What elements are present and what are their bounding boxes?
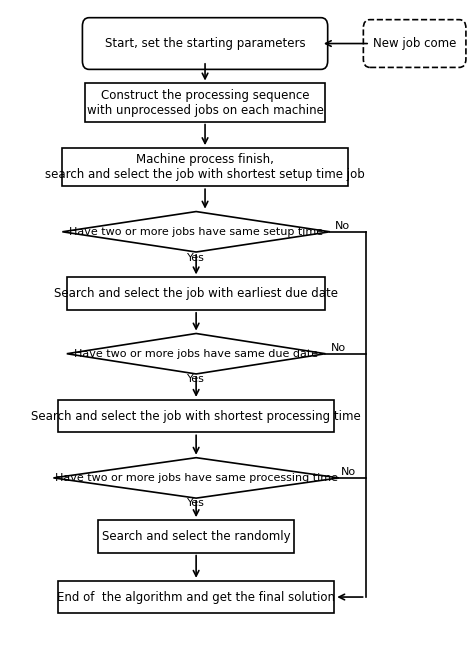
Text: Search and select the job with earliest due date: Search and select the job with earliest … <box>54 287 338 300</box>
Text: Machine process finish,
search and select the job with shortest setup time job: Machine process finish, search and selec… <box>45 153 365 181</box>
Text: No: No <box>335 221 350 231</box>
Polygon shape <box>67 334 326 374</box>
Polygon shape <box>63 212 330 252</box>
FancyBboxPatch shape <box>82 18 328 69</box>
Text: No: No <box>341 467 356 477</box>
Text: New job come: New job come <box>373 37 456 50</box>
Text: Start, set the starting parameters: Start, set the starting parameters <box>105 37 305 50</box>
Bar <box>98 520 294 553</box>
Text: Have two or more jobs have same due date: Have two or more jobs have same due date <box>74 349 318 359</box>
Polygon shape <box>54 458 339 498</box>
Text: Search and select the randomly: Search and select the randomly <box>102 530 291 543</box>
Bar <box>67 277 326 310</box>
Text: Yes: Yes <box>187 498 205 508</box>
FancyBboxPatch shape <box>364 19 466 67</box>
Text: Yes: Yes <box>187 253 205 263</box>
Bar <box>85 84 326 121</box>
Text: No: No <box>331 343 346 353</box>
Text: Construct the processing sequence
with unprocessed jobs on each machine: Construct the processing sequence with u… <box>87 88 323 117</box>
Bar <box>58 581 334 613</box>
Text: Have two or more jobs have same setup time: Have two or more jobs have same setup ti… <box>69 227 323 237</box>
Bar <box>58 400 334 432</box>
Text: Search and select the job with shortest processing time: Search and select the job with shortest … <box>31 410 361 422</box>
Text: Yes: Yes <box>187 374 205 384</box>
Text: End of  the algorithm and get the final solution: End of the algorithm and get the final s… <box>57 591 335 604</box>
Text: Have two or more jobs have same processing time: Have two or more jobs have same processi… <box>55 473 337 483</box>
Bar <box>63 148 348 186</box>
